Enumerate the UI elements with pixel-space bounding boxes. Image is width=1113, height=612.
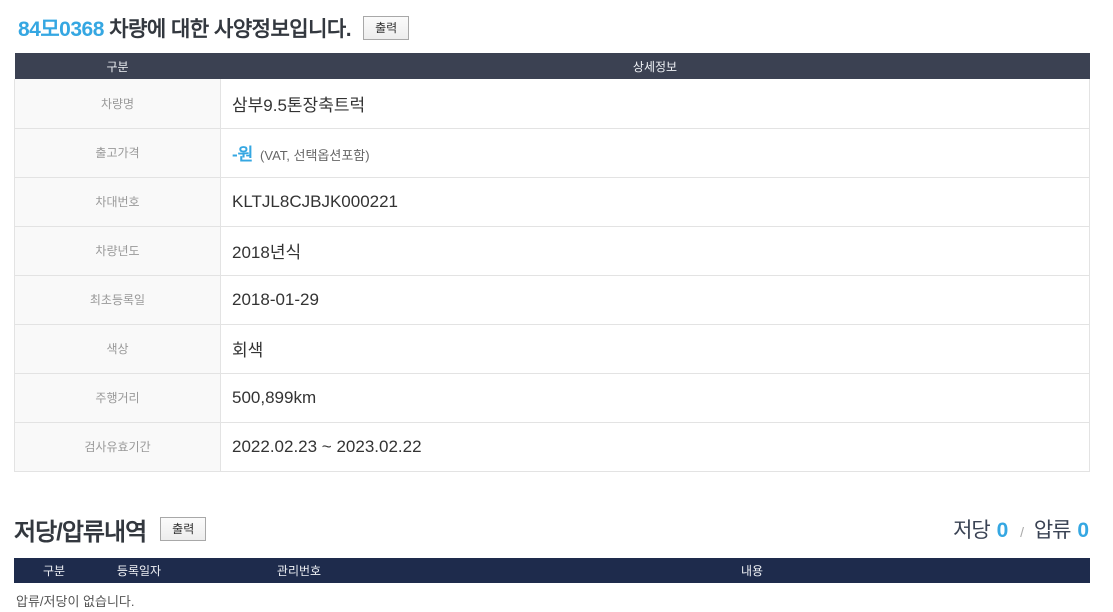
spec-row-label: 주행거리 — [14, 373, 221, 423]
spec-table-header-row: 구분 상세정보 — [14, 53, 1090, 79]
spec-row-value: 회색 — [232, 341, 264, 360]
lien-table: 구분 등록일자 관리번호 내용 압류/저당이 없습니다. — [14, 557, 1090, 612]
print-lien-button[interactable]: 출력 — [160, 516, 207, 542]
table-row: 차량명 삼부9.5톤장축트럭 — [14, 79, 1090, 129]
table-row: 검사유효기간 2022.02.23 ~ 2023.02.22 — [14, 422, 1090, 472]
spec-row-value: -원 — [232, 145, 254, 164]
table-row: 출고가격 -원 (VAT, 선택옵션포함) — [14, 128, 1090, 178]
table-row: 차량년도 2018년식 — [14, 226, 1090, 276]
mortgage-label: 저당 — [953, 519, 991, 542]
print-spec-button[interactable]: 출력 — [363, 15, 410, 41]
spec-row-value: 500,899km — [232, 387, 317, 407]
spec-row-label: 최초등록일 — [14, 275, 221, 325]
lien-table-header-row: 구분 등록일자 관리번호 내용 — [14, 557, 1090, 583]
spec-col-detail: 상세정보 — [220, 53, 1090, 79]
table-row: 색상 회색 — [14, 324, 1090, 374]
lien-col-mgmt-number: 관리번호 — [184, 557, 414, 583]
spec-table-body: 차량명 삼부9.5톤장축트럭 출고가격 -원 (VAT, 선택옵션포함) 차대번… — [14, 79, 1090, 472]
spec-row-value: 2018년식 — [232, 243, 302, 262]
table-row: 차대번호 KLTJL8CJBJK000221 — [14, 177, 1090, 227]
lien-col-category: 구분 — [14, 557, 94, 583]
spec-row-value: 2018-01-29 — [232, 289, 319, 309]
table-row: 압류/저당이 없습니다. — [14, 582, 1090, 612]
spec-row-value: KLTJL8CJBJK000221 — [232, 191, 399, 211]
table-row: 최초등록일 2018-01-29 — [14, 275, 1090, 325]
spec-row-label: 차대번호 — [14, 177, 221, 227]
seizure-label: 압류 — [1033, 519, 1072, 542]
lien-section-header: 저당/압류내역 출력 저당 0 / 압류 0 — [14, 512, 1090, 547]
lien-counts: 저당 0 / 압류 0 — [953, 514, 1090, 544]
lien-col-reg-date: 등록일자 — [94, 557, 184, 583]
page-title-text: 차량에 대한 사양정보입니다. — [103, 18, 352, 41]
table-row: 주행거리 500,899km — [14, 373, 1090, 423]
lien-col-content: 내용 — [414, 557, 1090, 583]
spec-col-category: 구분 — [14, 53, 221, 79]
spec-row-value: 삼부9.5톤장축트럭 — [232, 95, 366, 115]
spec-row-label: 색상 — [14, 324, 221, 374]
page-title: 84모0368 차량에 대한 사양정보입니다. — [18, 13, 352, 43]
mortgage-count: 0 — [996, 519, 1009, 542]
spec-row-label: 검사유효기간 — [14, 422, 221, 472]
spec-section-header: 84모0368 차량에 대한 사양정보입니다. 출력 — [18, 13, 1090, 43]
spec-row-label: 차량년도 — [14, 226, 221, 276]
spec-row-label: 차량명 — [14, 79, 221, 129]
spec-table: 구분 상세정보 차량명 삼부9.5톤장축트럭 출고가격 -원 (VAT, 선택옵… — [14, 53, 1090, 472]
lien-empty-message: 압류/저당이 없습니다. — [14, 582, 1090, 612]
seizure-count: 0 — [1077, 519, 1089, 542]
spec-row-label: 출고가격 — [14, 128, 221, 178]
spec-row-value-suffix: (VAT, 선택옵션포함) — [260, 148, 370, 163]
plate-number: 84모0368 — [18, 18, 104, 41]
spec-row-value: 2022.02.23 ~ 2023.02.22 — [232, 436, 422, 456]
count-separator: / — [1020, 524, 1024, 540]
lien-section-title: 저당/압류내역 — [14, 518, 147, 546]
